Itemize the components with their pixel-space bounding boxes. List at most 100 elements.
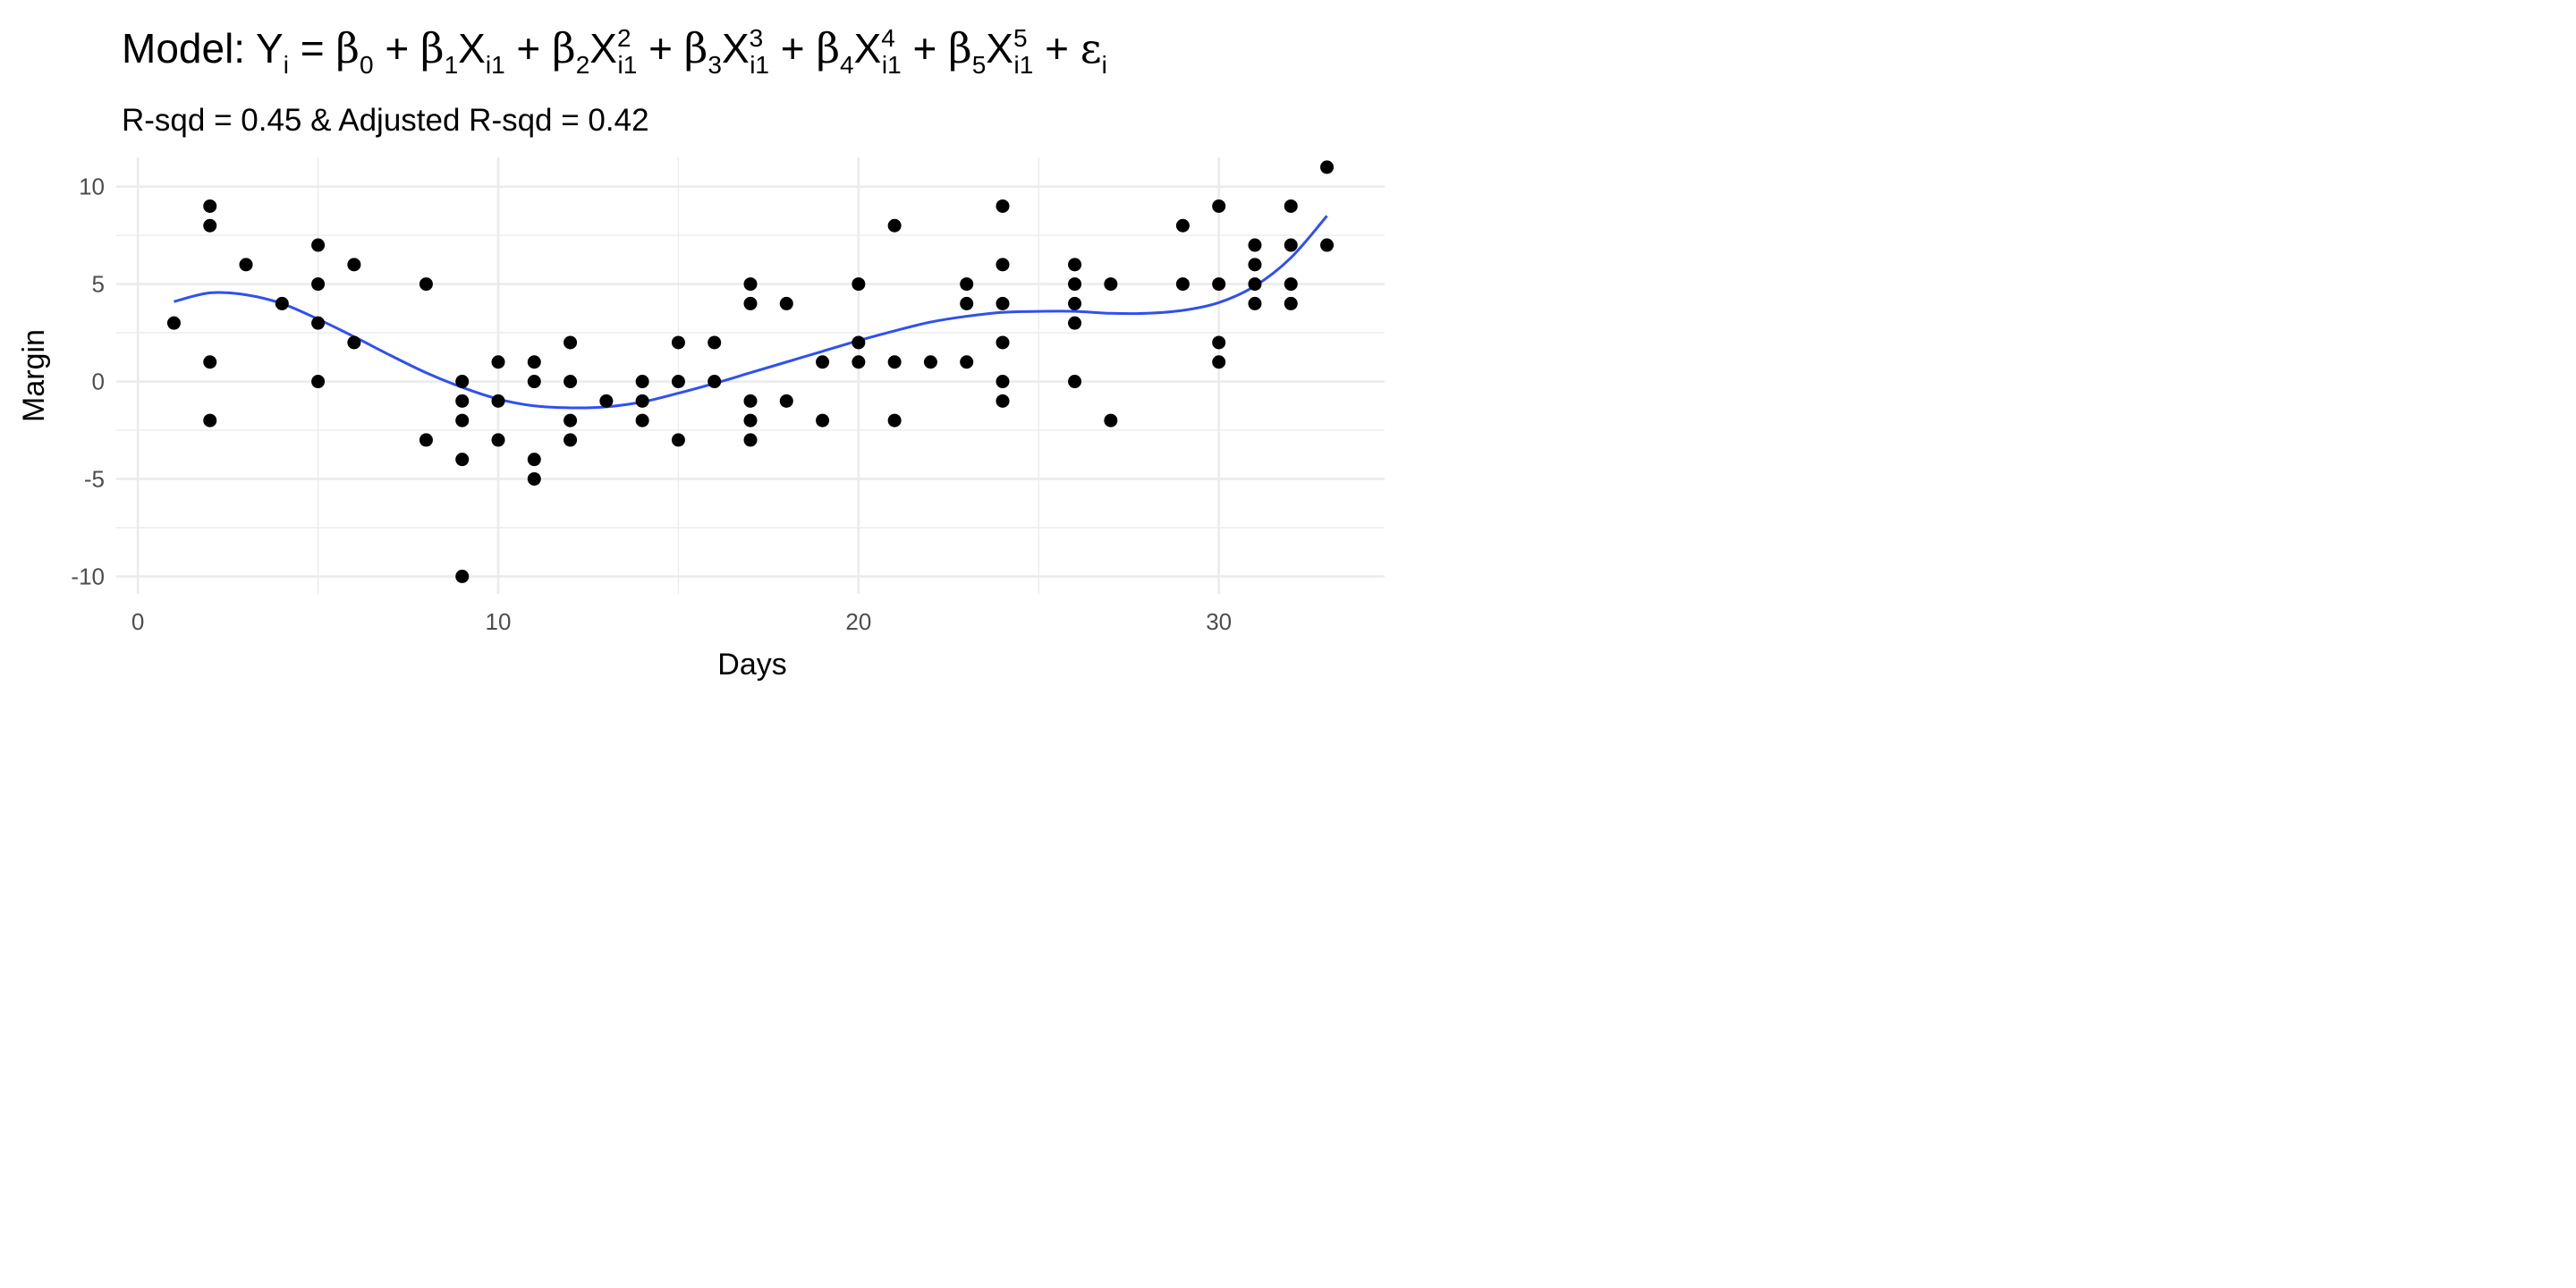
data-point: [203, 218, 217, 233]
data-point: [996, 199, 1010, 213]
data-point: [599, 394, 614, 408]
data-point: [887, 355, 902, 369]
data-point: [1068, 316, 1082, 330]
data-point: [455, 394, 470, 408]
data-point: [852, 335, 866, 350]
data-point: [527, 471, 541, 486]
data-point: [743, 296, 758, 310]
y-tick-label: -10: [71, 563, 105, 589]
data-point: [671, 335, 685, 350]
data-point: [1320, 160, 1335, 174]
y-axis-title: Margin: [17, 329, 51, 422]
data-point: [564, 413, 578, 428]
data-point: [1068, 277, 1082, 292]
data-point: [1104, 277, 1118, 292]
data-point: [455, 569, 470, 583]
x-tick-label: 30: [1206, 608, 1232, 635]
data-point: [203, 413, 217, 428]
data-point: [671, 375, 685, 389]
data-point: [1104, 413, 1118, 428]
data-point: [1068, 258, 1082, 272]
data-point: [743, 394, 758, 408]
data-point: [960, 277, 974, 292]
data-point: [311, 375, 326, 389]
data-point: [166, 316, 181, 330]
x-tick-label: 20: [845, 608, 871, 635]
data-point: [1284, 238, 1298, 252]
x-tick-label: 10: [486, 608, 512, 635]
data-point: [311, 238, 326, 252]
data-point: [671, 433, 685, 447]
data-point: [708, 335, 722, 350]
data-point: [527, 355, 541, 369]
points-layer: [166, 160, 1335, 583]
data-point: [1212, 335, 1226, 350]
data-point: [564, 433, 578, 447]
data-point: [743, 433, 758, 447]
data-point: [1068, 296, 1082, 310]
data-point: [1284, 296, 1298, 310]
data-point: [816, 355, 830, 369]
y-tick-label: 0: [92, 369, 105, 395]
chart-subtitle: R-sqd = 0.45 & Adjusted R-sqd = 0.42: [122, 103, 649, 138]
data-point: [347, 335, 361, 350]
data-point: [852, 277, 866, 292]
data-point: [1212, 277, 1226, 292]
fit-line: [174, 215, 1328, 410]
data-point: [491, 355, 505, 369]
y-tick-label: 10: [79, 174, 105, 200]
data-point: [491, 394, 505, 408]
data-point: [455, 413, 470, 428]
data-point: [239, 258, 253, 272]
data-point: [1248, 296, 1262, 310]
data-point: [455, 375, 470, 389]
data-point: [1212, 355, 1226, 369]
data-point: [743, 277, 758, 292]
data-point: [311, 277, 326, 292]
data-point: [455, 453, 470, 467]
data-point: [1175, 277, 1190, 292]
data-point: [419, 433, 433, 447]
chart: Model: Yi = β0 + β1Xi1 + β2X2 i1 + β3X3 i1…: [17, 24, 1385, 682]
data-point: [852, 355, 866, 369]
data-point: [996, 296, 1010, 310]
y-axis-ticks: 10 5 0 -5 -10: [71, 174, 105, 590]
data-point: [203, 355, 217, 369]
data-point: [275, 296, 289, 310]
data-point: [996, 335, 1010, 350]
data-point: [527, 453, 541, 467]
data-point: [347, 258, 361, 272]
data-point: [743, 413, 758, 428]
data-point: [203, 199, 217, 213]
x-axis-title: Days: [717, 648, 786, 682]
data-point: [923, 355, 937, 369]
data-point: [996, 394, 1010, 408]
data-point: [491, 433, 505, 447]
data-point: [635, 394, 649, 408]
data-point: [1284, 199, 1298, 213]
y-tick-label: -5: [84, 465, 105, 492]
data-point: [708, 375, 722, 389]
data-point: [887, 218, 902, 233]
data-point: [1248, 258, 1262, 272]
data-point: [779, 394, 793, 408]
data-point: [1212, 199, 1226, 213]
data-point: [564, 375, 578, 389]
data-point: [1248, 277, 1262, 292]
data-point: [635, 413, 649, 428]
y-tick-label: 5: [92, 271, 105, 298]
data-point: [419, 277, 433, 292]
data-point: [887, 413, 902, 428]
data-point: [996, 258, 1010, 272]
data-point: [1248, 238, 1262, 252]
data-point: [996, 375, 1010, 389]
data-point: [564, 335, 578, 350]
data-point: [779, 296, 793, 310]
x-axis-ticks: 0 10 20 30: [131, 608, 1232, 635]
data-point: [1068, 375, 1082, 389]
data-point: [527, 375, 541, 389]
grid: [116, 157, 1385, 594]
data-point: [816, 413, 830, 428]
data-point: [635, 375, 649, 389]
data-point: [311, 316, 326, 330]
